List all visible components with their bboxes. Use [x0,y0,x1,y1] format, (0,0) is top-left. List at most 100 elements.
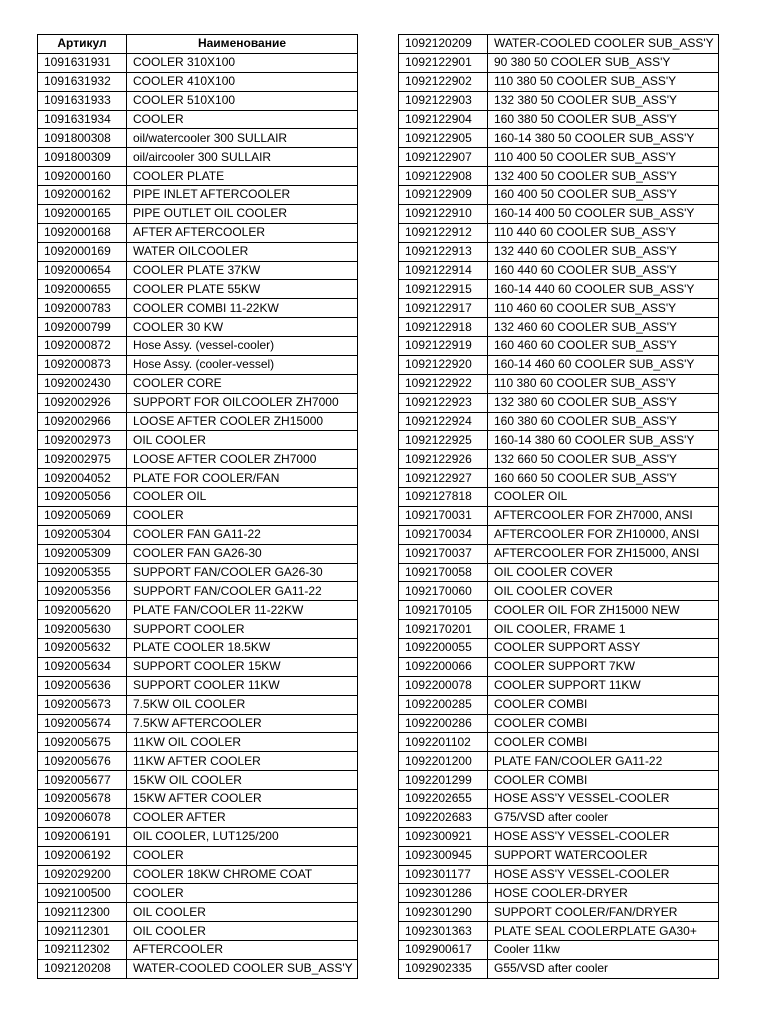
table-row: 1092000873 Hose Assy. (cooler-vessel) [37,354,358,375]
table-row: 1092120209 WATER-COOLED COOLER SUB_ASS'Y [398,34,719,54]
name-cell: SUPPORT COOLER [126,619,358,639]
name-cell: 11KW AFTER COOLER [126,751,358,772]
article-cell: 1092120209 [398,34,488,54]
article-cell: 1092300921 [398,826,488,847]
name-cell: OIL COOLER [126,921,358,941]
header-article: Артикул [37,34,127,54]
article-cell: 1092000162 [37,185,127,205]
table-row: 1092006078 COOLER AFTER [37,807,358,828]
name-cell: 132 460 60 COOLER SUB_ASS'Y [487,317,719,337]
table-row: 1092002926 SUPPORT FOR OILCOOLER ZH7000 [37,392,358,413]
name-cell: OIL COOLER COVER [487,562,719,583]
table-row: 1092200066 COOLER SUPPORT 7KW [398,656,719,677]
name-cell: COOLER PLATE 55KW [126,279,358,300]
table-row: 1091800308 oil/watercooler 300 SULLAIR [37,128,358,149]
article-cell: 1092005636 [37,675,127,696]
table-row: 1092000169 WATER OILCOOLER [37,241,358,262]
name-cell: 110 380 50 COOLER SUB_ASS'Y [487,71,719,92]
article-cell: 1092170060 [398,581,488,602]
table-row: 1092200285 COOLER COMBI [398,694,719,715]
name-cell: 15KW OIL COOLER [126,770,358,790]
name-cell: OIL COOLER [126,430,358,451]
table-row: 1092122912 110 440 60 COOLER SUB_ASS'Y [398,222,719,243]
table-row: 1092300945 SUPPORT WATERCOOLER [398,845,719,866]
name-cell: PLATE COOLER 18.5KW [126,638,358,658]
article-cell: 1092005634 [37,656,127,677]
table-row: 1092301286 HOSE COOLER-DRYER [398,883,719,904]
name-cell: PLATE FAN/COOLER 11-22KW [126,600,358,621]
name-cell: COOLER 510X100 [126,90,358,111]
article-cell: 1092170034 [398,524,488,545]
table-row: 1092006191 OIL COOLER, LUT125/200 [37,826,358,847]
table-row: 1092000654 COOLER PLATE 37KW [37,260,358,281]
name-cell: COOLER [126,883,358,904]
name-cell: 110 440 60 COOLER SUB_ASS'Y [487,222,719,243]
article-cell: 1092170031 [398,505,488,526]
article-cell: 1092002430 [37,373,127,394]
article-cell: 1092200066 [398,656,488,677]
article-cell: 1092006191 [37,826,127,847]
article-cell: 1092000872 [37,336,127,356]
table-row: 1092000783 COOLER COMBI 11-22KW [37,298,358,319]
name-cell: 132 440 60 COOLER SUB_ASS'Y [487,241,719,262]
article-cell: 1092112301 [37,921,127,941]
parts-table-right: 1092120209 WATER-COOLED COOLER SUB_ASS'Y 1… [398,34,719,979]
article-cell: 1092005309 [37,543,127,564]
name-cell: COOLER CORE [126,373,358,394]
name-cell: AFTERCOOLER FOR ZH15000, ANSI [487,543,719,564]
name-cell: OIL COOLER [126,902,358,923]
name-cell: COOLER PLATE [126,166,358,186]
table-row: 1092122923 132 380 60 COOLER SUB_ASS'Y [398,392,719,413]
article-cell: 1092005678 [37,789,127,809]
name-cell: G55/VSD after cooler [487,958,719,979]
article-cell: 1092170105 [398,600,488,621]
name-cell: HOSE ASS'Y VESSEL-COOLER [487,789,719,809]
name-cell: oil/watercooler 300 SULLAIR [126,128,358,149]
table-row: 1092301363 PLATE SEAL COOLERPLATE GA30+ [398,921,719,941]
table-row: 1092122909 160 400 50 COOLER SUB_ASS'Y [398,185,719,205]
table-row: 1092127818 COOLER OIL [398,487,719,507]
name-cell: SUPPORT FAN/COOLER GA26-30 [126,562,358,583]
table-row: 1092122901 90 380 50 COOLER SUB_ASS'Y [398,52,719,73]
table-row: 1092005630 SUPPORT COOLER [37,619,358,639]
table-row: 1092122918 132 460 60 COOLER SUB_ASS'Y [398,317,719,337]
table-row: 1092122925 160-14 380 60 COOLER SUB_ASS'Y [398,430,719,451]
table-row: 1092120208 WATER-COOLED COOLER SUB_ASS'Y [37,958,358,979]
table-row: 1092200078 COOLER SUPPORT 11KW [398,675,719,696]
table-row: 1091800309 oil/aircooler 300 SULLAIR [37,147,358,168]
name-cell: COOLER OIL [487,487,719,507]
name-cell: COOLER 18KW CHROME COAT [126,864,358,885]
table-row: 1092112301 OIL COOLER [37,921,358,941]
article-cell: 1092200285 [398,694,488,715]
table-row: 1092000165 PIPE OUTLET OIL COOLER [37,203,358,224]
table-row: 1092122920 160-14 460 60 COOLER SUB_ASS'Y [398,354,719,375]
name-cell: SUPPORT COOLER 11KW [126,675,358,696]
article-cell: 1092004052 [37,468,127,488]
table-row: 1092000162 PIPE INLET AFTERCOOLER [37,185,358,205]
name-cell: 160-14 380 60 COOLER SUB_ASS'Y [487,430,719,451]
right-rows: 1092120209 WATER-COOLED COOLER SUB_ASS'Y 1… [398,34,719,979]
table-row: 1092900617 Cooler 11kw [398,940,719,960]
name-cell: oil/aircooler 300 SULLAIR [126,147,358,168]
name-cell: 15KW AFTER COOLER [126,789,358,809]
article-cell: 1092122927 [398,468,488,488]
name-cell: COOLER COMBI [487,713,719,734]
name-cell: SUPPORT COOLER/FAN/DRYER [487,902,719,923]
article-cell: 1092122904 [398,109,488,130]
name-cell: Hose Assy. (vessel-cooler) [126,336,358,356]
name-cell: 160 400 50 COOLER SUB_ASS'Y [487,185,719,205]
name-cell: HOSE ASS'Y VESSEL-COOLER [487,864,719,885]
name-cell: 7.5KW OIL COOLER [126,694,358,715]
name-cell: OIL COOLER COVER [487,581,719,602]
table-row: 1092112302 AFTERCOOLER [37,940,358,960]
table-row: 1092005675 11KW OIL COOLER [37,732,358,753]
name-cell: WATER OILCOOLER [126,241,358,262]
name-cell: 160 440 60 COOLER SUB_ASS'Y [487,260,719,281]
table-row: 1092122926 132 660 50 COOLER SUB_ASS'Y [398,449,719,470]
article-cell: 1092122912 [398,222,488,243]
table-row: 1092005304 COOLER FAN GA11-22 [37,524,358,545]
table-row: 1092005632 PLATE COOLER 18.5KW [37,638,358,658]
name-cell: COOLER [126,109,358,130]
name-cell: COOLER [126,845,358,866]
name-cell: G75/VSD after cooler [487,807,719,828]
